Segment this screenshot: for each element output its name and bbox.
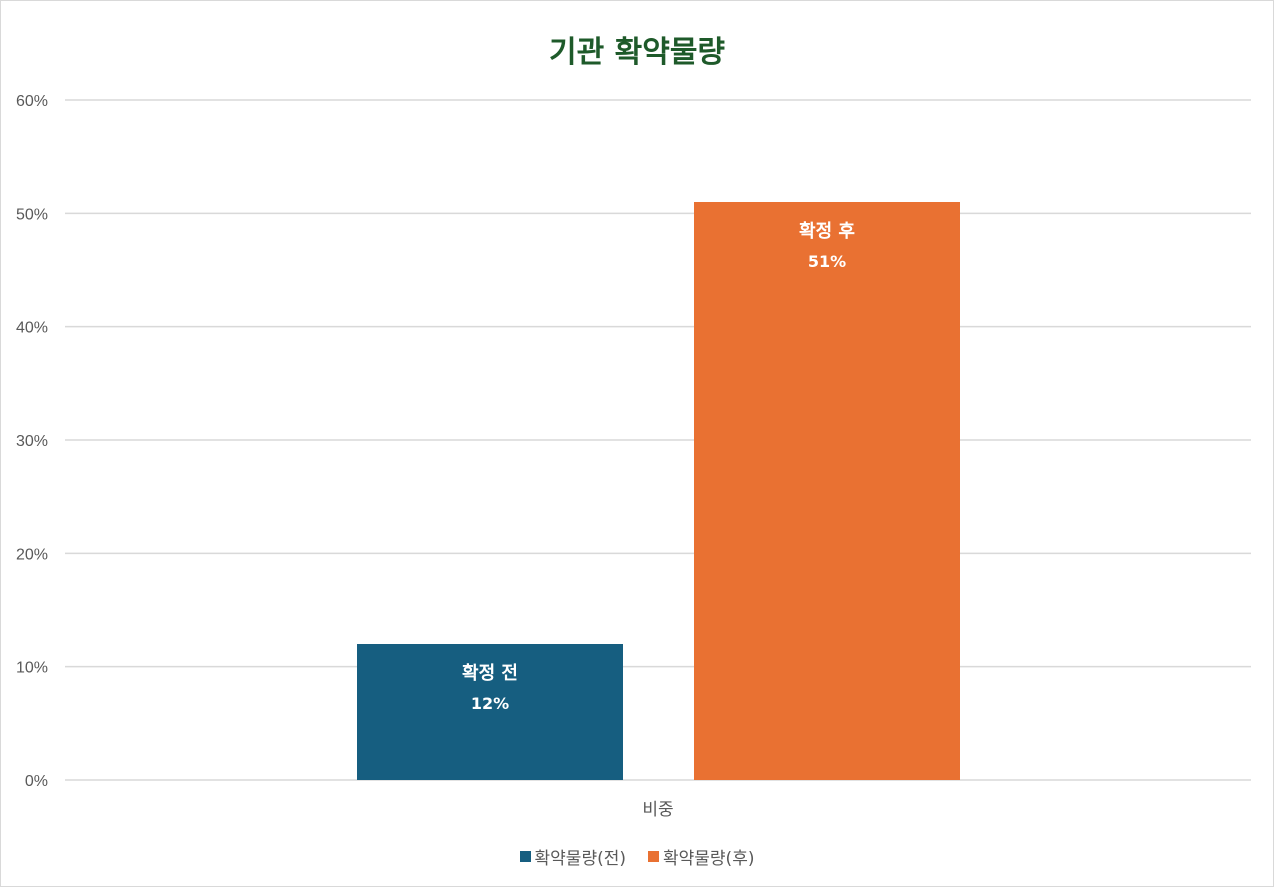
bar-label-name: 확정 전 <box>462 663 518 684</box>
y-tick-label: 0% <box>25 773 48 790</box>
x-category-label: 비중 <box>642 800 673 820</box>
y-tick-label: 10% <box>16 660 48 677</box>
gridlines <box>65 99 1251 781</box>
legend-swatch-before <box>519 851 531 862</box>
bar-after <box>694 202 960 780</box>
legend: 확약물량(전) 확약물량(후) <box>1 844 1273 869</box>
y-tick-label: 30% <box>16 433 48 450</box>
legend-label-after: 확약물량(후) <box>663 849 755 869</box>
y-tick-label: 60% <box>16 93 48 110</box>
chart-title: 기관 확약물량 <box>548 35 726 70</box>
legend-item-before: 확약물량(전) <box>519 844 626 869</box>
y-tick-label: 50% <box>16 206 48 223</box>
bars <box>357 202 960 780</box>
bar-label-name: 확정 후 <box>799 221 855 242</box>
y-tick-label: 20% <box>16 546 48 563</box>
bar-before <box>357 644 623 780</box>
y-axis-ticks: 0% 10% 20% 30% 40% 50% 60% <box>16 93 48 790</box>
legend-swatch-after <box>648 851 659 862</box>
x-axis-categories: 비중 <box>642 800 673 820</box>
legend-label-before: 확약물량(전) <box>534 849 626 869</box>
bar-label-value: 12% <box>471 694 509 713</box>
y-tick-label: 40% <box>16 320 48 337</box>
bar-label-value: 51% <box>808 252 846 271</box>
data-labels: 확정 전 12% 확정 후 51% <box>462 221 855 713</box>
legend-item-after: 확약물량(후) <box>648 844 754 869</box>
